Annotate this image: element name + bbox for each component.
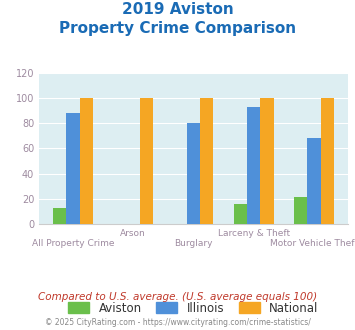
Bar [234, 204, 247, 224]
Bar [187, 123, 200, 224]
Text: Arson: Arson [120, 229, 146, 238]
Text: Larceny & Theft: Larceny & Theft [218, 229, 290, 238]
Bar [260, 98, 274, 224]
Text: 2019 Aviston: 2019 Aviston [122, 2, 233, 16]
Text: Compared to U.S. average. (U.S. average equals 100): Compared to U.S. average. (U.S. average … [38, 292, 317, 302]
Bar [66, 113, 80, 224]
Bar [53, 208, 66, 224]
Bar [321, 98, 334, 224]
Text: © 2025 CityRating.com - https://www.cityrating.com/crime-statistics/: © 2025 CityRating.com - https://www.city… [45, 318, 310, 327]
Bar [80, 98, 93, 224]
Bar [247, 107, 260, 224]
Text: All Property Crime: All Property Crime [32, 239, 114, 248]
Bar [140, 98, 153, 224]
Bar [200, 98, 213, 224]
Text: Property Crime Comparison: Property Crime Comparison [59, 21, 296, 36]
Bar [294, 197, 307, 224]
Legend: Aviston, Illinois, National: Aviston, Illinois, National [64, 297, 323, 319]
Text: Burglary: Burglary [174, 239, 213, 248]
Text: Motor Vehicle Theft: Motor Vehicle Theft [270, 239, 355, 248]
Bar [307, 138, 321, 224]
